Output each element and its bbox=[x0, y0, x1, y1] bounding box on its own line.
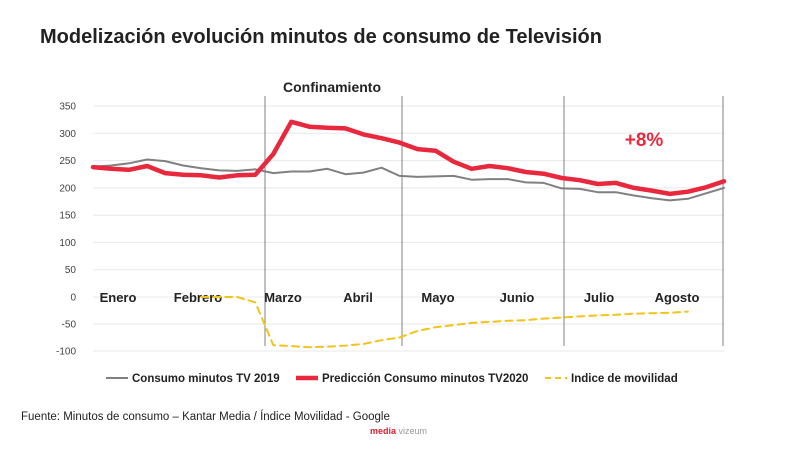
confinement-label: Confinamiento bbox=[283, 79, 381, 95]
legend-label: Indice de movilidad bbox=[571, 373, 678, 385]
month-label: Agosto bbox=[655, 290, 700, 305]
y-tick-label: 50 bbox=[65, 265, 77, 276]
month-label: Enero bbox=[100, 290, 137, 305]
source-note: Fuente: Minutos de consumo – Kantar Medi… bbox=[21, 411, 390, 423]
series-line-1 bbox=[92, 158, 725, 202]
y-tick-label: 0 bbox=[70, 293, 76, 304]
y-tick-label: 300 bbox=[59, 129, 76, 140]
y-tick-label: -50 bbox=[62, 320, 77, 331]
legend-label: Consumo minutos TV 2019 bbox=[132, 373, 280, 385]
month-label: Mayo bbox=[421, 290, 454, 305]
y-tick-label: 150 bbox=[59, 211, 76, 222]
month-label: Junio bbox=[500, 290, 535, 305]
month-label: Marzo bbox=[264, 290, 302, 305]
y-tick-label: 200 bbox=[59, 183, 76, 194]
y-tick-label: 100 bbox=[59, 238, 76, 249]
brand-logo: media vizeum bbox=[370, 426, 427, 436]
y-tick-label: 250 bbox=[59, 156, 76, 167]
chart-title: Modelización evolución minutos de consum… bbox=[40, 26, 602, 48]
month-label: Julio bbox=[584, 290, 614, 305]
month-label: Febrero bbox=[174, 290, 222, 305]
y-tick-label: 350 bbox=[59, 102, 76, 113]
legend-label: Predicción Consumo minutos TV2020 bbox=[322, 373, 528, 385]
series-line-2 bbox=[90, 119, 727, 197]
month-label: Abril bbox=[343, 290, 373, 305]
y-tick-label: -100 bbox=[56, 347, 76, 358]
logo-part-media: media bbox=[370, 426, 397, 436]
series-line-3 bbox=[200, 296, 689, 349]
growth-annotation: +8% bbox=[625, 130, 664, 151]
logo-part-vizeum: vizeum bbox=[396, 426, 428, 436]
